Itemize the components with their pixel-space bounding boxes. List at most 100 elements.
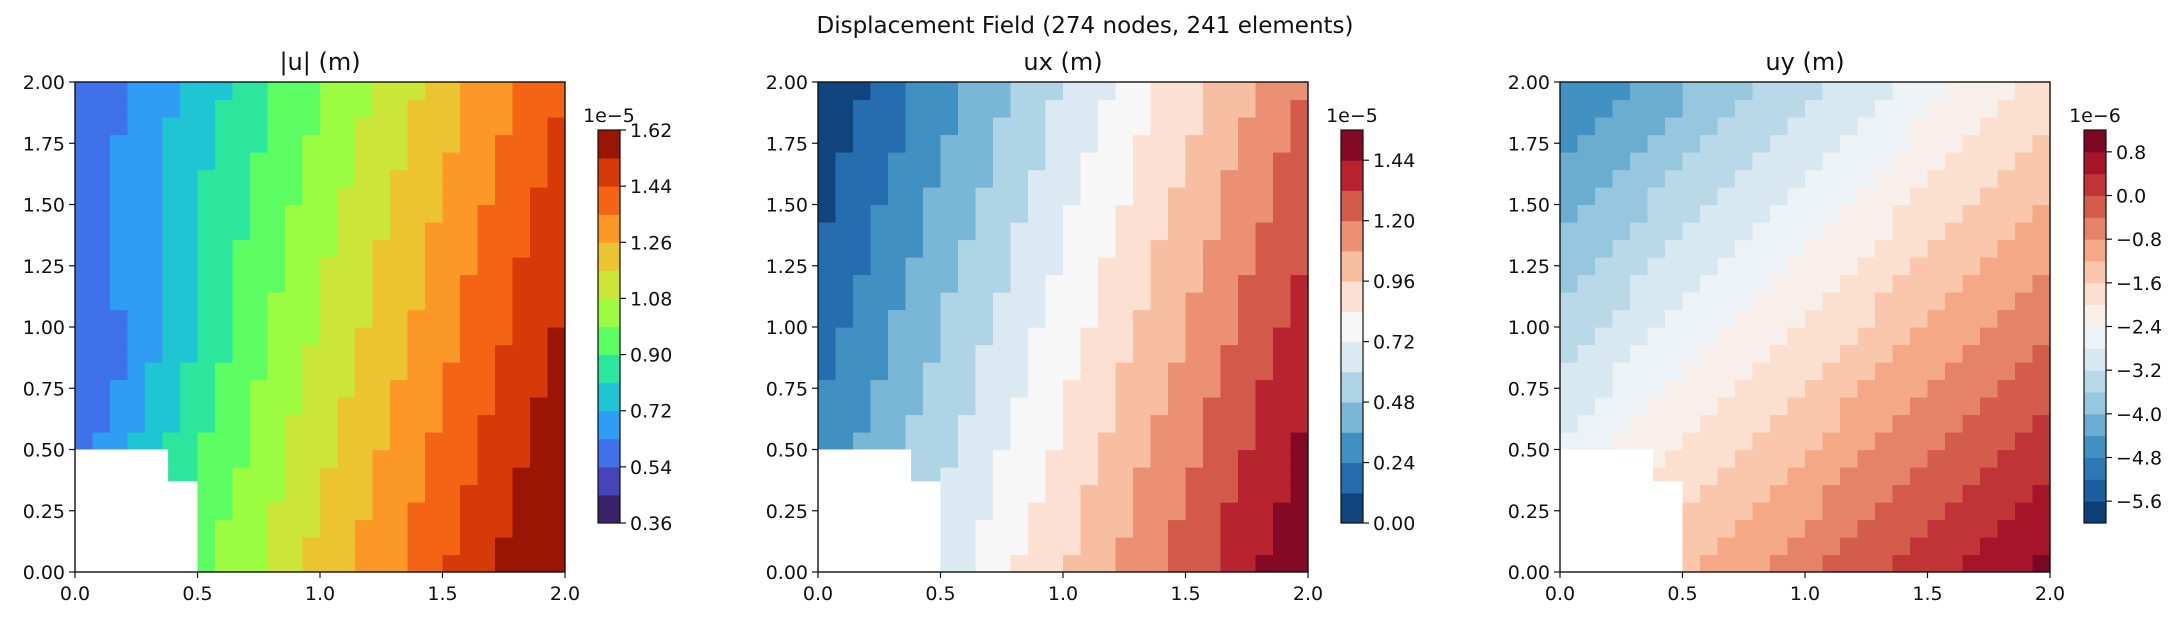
contour-cell	[1875, 239, 1894, 258]
contour-cell	[1290, 362, 1308, 381]
contour-cell	[530, 327, 549, 346]
contour-cell	[495, 449, 514, 468]
cutout-region	[1560, 449, 1683, 572]
contour-cell	[1080, 327, 1099, 346]
contour-cell	[1168, 519, 1187, 538]
contour-cell	[2015, 204, 2034, 223]
contour-cell	[530, 397, 549, 416]
contour-cell	[92, 397, 111, 416]
contour-cell	[2032, 187, 2050, 206]
contour-cell	[127, 327, 146, 346]
contour-cell	[372, 152, 391, 171]
contour-cell	[1840, 449, 1859, 468]
contour-cell	[888, 414, 907, 433]
contour-cell	[407, 152, 426, 171]
contour-cell	[958, 134, 977, 153]
contour-cell	[1098, 292, 1117, 311]
contour-cell	[818, 344, 837, 363]
contour-cell	[75, 379, 94, 398]
contour-cell	[320, 204, 339, 223]
contour-cell	[1945, 117, 1964, 136]
contour-cell	[1945, 222, 1964, 241]
contour-cell	[180, 467, 199, 486]
contour-cell	[75, 397, 94, 416]
contour-cell	[145, 134, 164, 153]
colorbar-band	[598, 214, 620, 243]
contour-cell	[425, 187, 444, 206]
contour-cell	[2015, 292, 2034, 311]
contour-cell	[975, 484, 994, 503]
contour-cell	[1945, 99, 1964, 118]
contour-cell	[1150, 449, 1169, 468]
contour-cell	[1665, 467, 1684, 486]
contour-cell	[1220, 134, 1239, 153]
contour-cell	[1612, 414, 1631, 433]
contour-cell	[250, 187, 269, 206]
contour-cell	[355, 379, 374, 398]
contour-cell	[1045, 537, 1064, 556]
contour-cell	[1717, 99, 1736, 118]
contour-cell	[1665, 309, 1684, 328]
contour-cell	[1927, 554, 1946, 572]
contour-cell	[460, 292, 479, 311]
contour-cell	[1962, 257, 1981, 276]
contour-cell	[425, 117, 444, 136]
contour-cell	[1115, 449, 1134, 468]
contour-cell	[905, 327, 924, 346]
contour-cell	[1735, 169, 1754, 188]
contour-cell	[530, 519, 549, 538]
contour-cell	[250, 379, 269, 398]
contour-cell	[853, 309, 872, 328]
contour-cell	[250, 152, 269, 171]
contour-cell	[477, 274, 496, 293]
contour-cell	[888, 432, 907, 451]
contour-cell	[958, 274, 977, 293]
contour-cell	[197, 169, 216, 188]
contour-cell	[75, 432, 94, 451]
contour-cell	[1787, 344, 1806, 363]
contour-cell	[1010, 397, 1029, 416]
contour-cell	[2032, 484, 2050, 503]
contour-cell	[1962, 467, 1981, 486]
contour-cell	[1185, 397, 1204, 416]
contour-cell	[232, 414, 251, 433]
y-tick-label: 1.25	[23, 256, 65, 278]
colorbar-band	[2084, 392, 2106, 415]
contour-cell	[1098, 187, 1117, 206]
contour-cell	[320, 519, 339, 538]
contour-cell	[302, 362, 321, 381]
contour-cell	[1997, 169, 2016, 188]
contour-cell	[110, 117, 129, 136]
contour-cell	[1595, 239, 1614, 258]
contour-cell	[407, 467, 426, 486]
contour-cell	[495, 117, 514, 136]
contour-cell	[215, 414, 234, 433]
contour-cell	[1063, 134, 1082, 153]
contour-cell	[1203, 484, 1222, 503]
contour-cell	[232, 432, 251, 451]
contour-cell	[1945, 239, 1964, 258]
contour-cell	[215, 204, 234, 223]
contour-cell	[355, 99, 374, 118]
contour-cell	[1927, 117, 1946, 136]
contour-cell	[285, 362, 304, 381]
contour-cell	[1892, 554, 1911, 572]
contour-cell	[1290, 82, 1308, 101]
contour-cell	[1273, 397, 1292, 416]
contour-cell	[1752, 414, 1771, 433]
colorbar-band	[2084, 239, 2106, 262]
contour-cell	[355, 204, 374, 223]
contour-cell	[1255, 344, 1274, 363]
contour-cell	[285, 274, 304, 293]
contour-cell	[407, 327, 426, 346]
contour-cell	[75, 204, 94, 223]
contour-cell	[818, 82, 837, 101]
contour-cell	[1857, 169, 1876, 188]
contour-cell	[337, 187, 356, 206]
contour-cell	[267, 292, 286, 311]
contour-cell	[1595, 432, 1614, 451]
contour-cell	[1822, 309, 1841, 328]
contour-cell	[1080, 554, 1099, 572]
contour-cell	[2032, 554, 2050, 572]
contour-cell	[940, 274, 959, 293]
